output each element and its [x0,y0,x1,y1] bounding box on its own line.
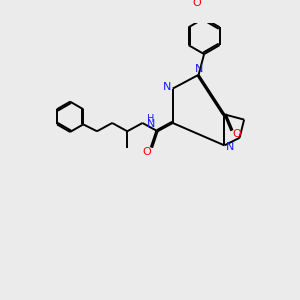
Text: O: O [142,147,151,157]
Text: N: N [163,82,171,92]
Text: N: N [194,64,203,74]
Text: O: O [232,129,241,139]
Text: O: O [193,0,202,8]
Text: N: N [147,119,155,129]
Text: N: N [226,142,234,152]
Text: H: H [147,114,154,124]
